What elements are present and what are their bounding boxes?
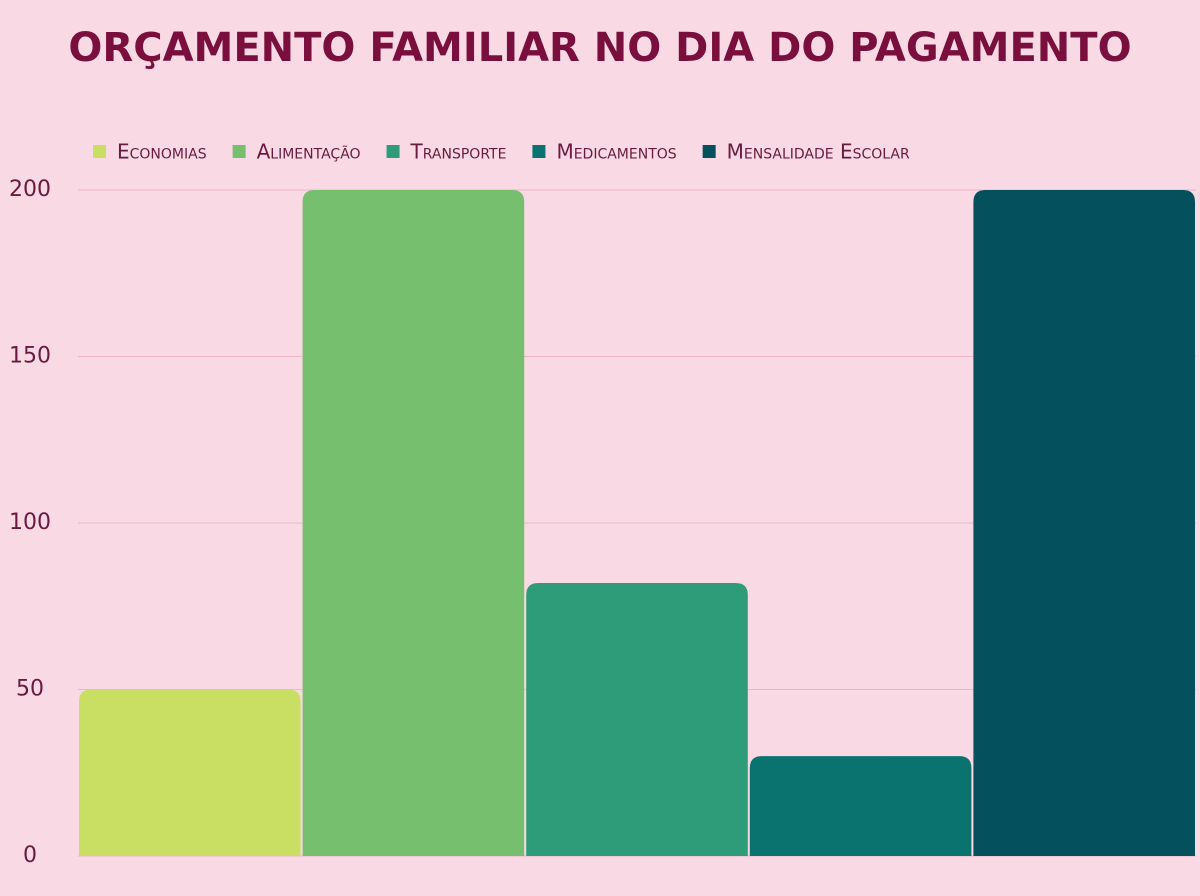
bar — [79, 689, 301, 856]
y-tick-label: 150 — [9, 344, 51, 369]
legend-swatch — [232, 145, 246, 158]
legend-swatch — [386, 145, 400, 158]
legend-swatch — [532, 145, 546, 158]
legend-swatch — [702, 145, 716, 158]
legend-label: Mensalidade Escolar — [727, 140, 910, 164]
legend-swatch — [93, 145, 106, 158]
y-tick-label: 200 — [9, 177, 51, 202]
bar — [749, 756, 972, 856]
y-tick-label: 100 — [9, 510, 51, 535]
bar — [973, 190, 1195, 856]
bar — [526, 582, 748, 856]
chart-title: ORÇAMENTO FAMILIAR NO DIA DO PAGAMENTO — [68, 25, 1131, 71]
legend-label: Economias — [117, 140, 207, 164]
legend-label: Medicamentos — [556, 140, 676, 164]
legend-label: Transporte — [410, 140, 507, 164]
y-tick-label: 0 — [23, 843, 37, 868]
bar — [302, 190, 525, 856]
y-tick-label: 50 — [16, 677, 44, 702]
legend-label: Alimentação — [257, 140, 361, 164]
